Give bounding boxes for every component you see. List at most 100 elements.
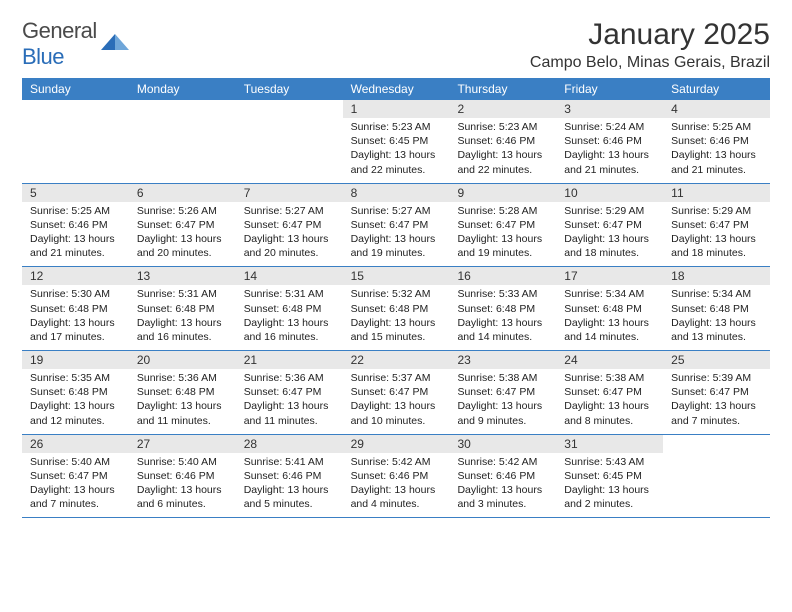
- day-body: Sunrise: 5:36 AMSunset: 6:47 PMDaylight:…: [236, 369, 343, 434]
- sunset-line: Sunset: 6:47 PM: [351, 385, 442, 399]
- day-body: Sunrise: 5:33 AMSunset: 6:48 PMDaylight:…: [449, 285, 556, 350]
- day-body: Sunrise: 5:25 AMSunset: 6:46 PMDaylight:…: [22, 202, 129, 267]
- sunset-line: Sunset: 6:46 PM: [671, 134, 762, 148]
- sunrise-line: Sunrise: 5:42 AM: [457, 455, 548, 469]
- day-body: Sunrise: 5:34 AMSunset: 6:48 PMDaylight:…: [556, 285, 663, 350]
- day-body: Sunrise: 5:29 AMSunset: 6:47 PMDaylight:…: [663, 202, 770, 267]
- sunset-line: Sunset: 6:46 PM: [457, 134, 548, 148]
- sunrise-line: Sunrise: 5:38 AM: [457, 371, 548, 385]
- location-text: Campo Belo, Minas Gerais, Brazil: [530, 54, 770, 72]
- sunset-line: Sunset: 6:48 PM: [244, 302, 335, 316]
- sunset-line: Sunset: 6:48 PM: [457, 302, 548, 316]
- daylight-line: Daylight: 13 hours and 7 minutes.: [30, 483, 121, 511]
- day-body: Sunrise: 5:40 AMSunset: 6:46 PMDaylight:…: [129, 453, 236, 518]
- sunrise-line: Sunrise: 5:39 AM: [671, 371, 762, 385]
- day-cell: 19Sunrise: 5:35 AMSunset: 6:48 PMDayligh…: [22, 351, 129, 434]
- day-body: Sunrise: 5:37 AMSunset: 6:47 PMDaylight:…: [343, 369, 450, 434]
- sunset-line: Sunset: 6:48 PM: [137, 302, 228, 316]
- logo-text: General Blue: [22, 18, 97, 70]
- daylight-line: Daylight: 13 hours and 5 minutes.: [244, 483, 335, 511]
- sunset-line: Sunset: 6:48 PM: [30, 385, 121, 399]
- daylight-line: Daylight: 13 hours and 20 minutes.: [137, 232, 228, 260]
- sunrise-line: Sunrise: 5:41 AM: [244, 455, 335, 469]
- day-body: Sunrise: 5:43 AMSunset: 6:45 PMDaylight:…: [556, 453, 663, 518]
- sunrise-line: Sunrise: 5:38 AM: [564, 371, 655, 385]
- sunrise-line: Sunrise: 5:31 AM: [137, 287, 228, 301]
- day-body: Sunrise: 5:38 AMSunset: 6:47 PMDaylight:…: [556, 369, 663, 434]
- daylight-line: Daylight: 13 hours and 15 minutes.: [351, 316, 442, 344]
- day-body: Sunrise: 5:28 AMSunset: 6:47 PMDaylight:…: [449, 202, 556, 267]
- day-header-row: SundayMondayTuesdayWednesdayThursdayFrid…: [22, 78, 770, 100]
- day-body: Sunrise: 5:26 AMSunset: 6:47 PMDaylight:…: [129, 202, 236, 267]
- day-cell: 20Sunrise: 5:36 AMSunset: 6:48 PMDayligh…: [129, 351, 236, 434]
- sunrise-line: Sunrise: 5:40 AM: [30, 455, 121, 469]
- logo: General Blue: [22, 18, 129, 70]
- sunset-line: Sunset: 6:46 PM: [137, 469, 228, 483]
- day-header: Sunday: [22, 78, 129, 100]
- sunset-line: Sunset: 6:46 PM: [457, 469, 548, 483]
- day-cell: 2Sunrise: 5:23 AMSunset: 6:46 PMDaylight…: [449, 100, 556, 183]
- daylight-line: Daylight: 13 hours and 16 minutes.: [137, 316, 228, 344]
- daylight-line: Daylight: 13 hours and 12 minutes.: [30, 399, 121, 427]
- day-header: Thursday: [449, 78, 556, 100]
- day-number: 2: [449, 100, 556, 118]
- day-cell: 8Sunrise: 5:27 AMSunset: 6:47 PMDaylight…: [343, 184, 450, 267]
- page-header: General Blue January 2025 Campo Belo, Mi…: [22, 18, 770, 72]
- day-cell: 28 Sunrise: 5:41 AMSunset: 6:46 PMDayligh…: [236, 435, 343, 518]
- sunset-line: Sunset: 6:46 PM: [351, 469, 442, 483]
- day-header: Saturday: [663, 78, 770, 100]
- day-number: 28: [236, 435, 343, 453]
- day-number: 5: [22, 184, 129, 202]
- sunrise-line: Sunrise: 5:29 AM: [671, 204, 762, 218]
- day-body: Sunrise: 5:27 AMSunset: 6:47 PMDaylight:…: [343, 202, 450, 267]
- daylight-line: Daylight: 13 hours and 16 minutes.: [244, 316, 335, 344]
- day-body: Sunrise: 5:23 AMSunset: 6:46 PMDaylight:…: [449, 118, 556, 183]
- day-body: Sunrise: 5:31 AMSunset: 6:48 PMDaylight:…: [236, 285, 343, 350]
- daylight-line: Daylight: 13 hours and 21 minutes.: [671, 148, 762, 176]
- sunrise-line: Sunrise: 5:23 AM: [351, 120, 442, 134]
- day-body: Sunrise: 5:30 AMSunset: 6:48 PMDaylight:…: [22, 285, 129, 350]
- day-number: [129, 100, 236, 118]
- title-block: January 2025 Campo Belo, Minas Gerais, B…: [530, 18, 770, 72]
- week-row: 5Sunrise: 5:25 AMSunset: 6:46 PMDaylight…: [22, 184, 770, 268]
- sunrise-line: Sunrise: 5:34 AM: [671, 287, 762, 301]
- daylight-line: Daylight: 13 hours and 13 minutes.: [671, 316, 762, 344]
- day-body: Sunrise: 5:25 AMSunset: 6:46 PMDaylight:…: [663, 118, 770, 183]
- sunrise-line: Sunrise: 5:25 AM: [671, 120, 762, 134]
- day-number: [236, 100, 343, 118]
- sunset-line: Sunset: 6:48 PM: [671, 302, 762, 316]
- sunrise-line: Sunrise: 5:28 AM: [457, 204, 548, 218]
- day-cell: [663, 435, 770, 518]
- daylight-line: Daylight: 13 hours and 14 minutes.: [457, 316, 548, 344]
- day-number: 9: [449, 184, 556, 202]
- sunrise-line: Sunrise: 5:24 AM: [564, 120, 655, 134]
- daylight-line: Daylight: 13 hours and 8 minutes.: [564, 399, 655, 427]
- sunrise-line: Sunrise: 5:37 AM: [351, 371, 442, 385]
- daylight-line: Daylight: 13 hours and 6 minutes.: [137, 483, 228, 511]
- day-cell: 23Sunrise: 5:38 AMSunset: 6:47 PMDayligh…: [449, 351, 556, 434]
- sunrise-line: Sunrise: 5:23 AM: [457, 120, 548, 134]
- week-row: 19Sunrise: 5:35 AMSunset: 6:48 PMDayligh…: [22, 351, 770, 435]
- daylight-line: Daylight: 13 hours and 21 minutes.: [30, 232, 121, 260]
- daylight-line: Daylight: 13 hours and 9 minutes.: [457, 399, 548, 427]
- sunset-line: Sunset: 6:47 PM: [457, 218, 548, 232]
- day-number: 7: [236, 184, 343, 202]
- month-title: January 2025: [530, 18, 770, 52]
- daylight-line: Daylight: 13 hours and 2 minutes.: [564, 483, 655, 511]
- day-number: 19: [22, 351, 129, 369]
- sunset-line: Sunset: 6:47 PM: [351, 218, 442, 232]
- day-number: 18: [663, 267, 770, 285]
- day-cell: 6Sunrise: 5:26 AMSunset: 6:47 PMDaylight…: [129, 184, 236, 267]
- sunset-line: Sunset: 6:46 PM: [244, 469, 335, 483]
- day-cell: 16Sunrise: 5:33 AMSunset: 6:48 PMDayligh…: [449, 267, 556, 350]
- day-number: 13: [129, 267, 236, 285]
- sunset-line: Sunset: 6:48 PM: [30, 302, 121, 316]
- day-number: 4: [663, 100, 770, 118]
- day-number: 3: [556, 100, 663, 118]
- day-body: Sunrise: 5:34 AMSunset: 6:48 PMDaylight:…: [663, 285, 770, 350]
- day-number: 11: [663, 184, 770, 202]
- daylight-line: Daylight: 13 hours and 20 minutes.: [244, 232, 335, 260]
- day-cell: 21Sunrise: 5:36 AMSunset: 6:47 PMDayligh…: [236, 351, 343, 434]
- daylight-line: Daylight: 13 hours and 11 minutes.: [244, 399, 335, 427]
- day-cell: 17Sunrise: 5:34 AMSunset: 6:48 PMDayligh…: [556, 267, 663, 350]
